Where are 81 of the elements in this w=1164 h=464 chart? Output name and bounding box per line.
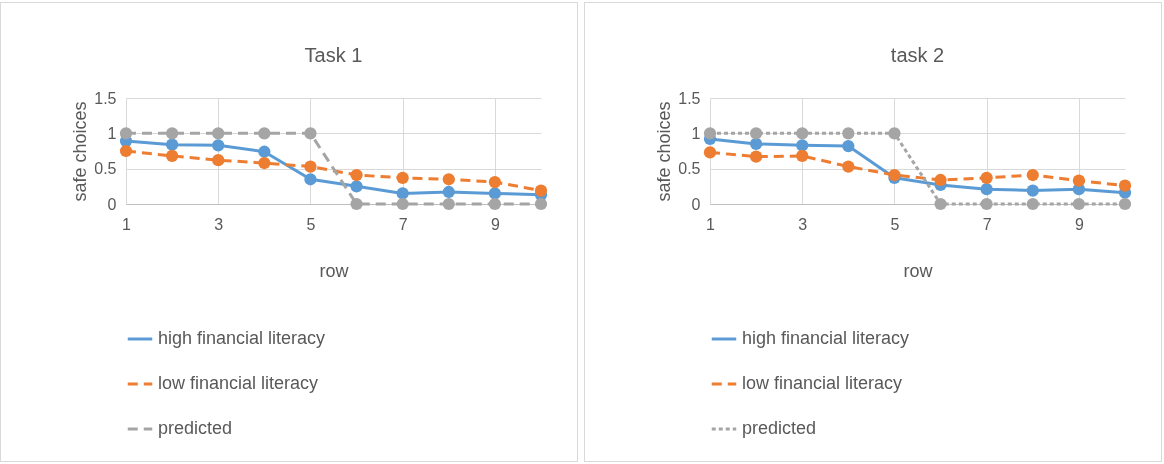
y-tick-label: 0.5: [94, 160, 117, 178]
point: [888, 127, 901, 140]
legend-label: predicted: [158, 418, 233, 438]
point: [488, 197, 502, 211]
y-tick-label: 0: [107, 195, 117, 213]
point: [396, 187, 409, 200]
point: [534, 197, 548, 211]
point: [1026, 168, 1039, 182]
y-tick-label: 0.5: [678, 160, 701, 178]
chart-title: task 2: [890, 44, 945, 66]
y-tick-label: 1.5: [94, 89, 117, 107]
point: [980, 197, 993, 211]
point: [442, 173, 455, 186]
y-axis-title: safe choices: [654, 101, 675, 202]
x-axis-title: row: [319, 260, 350, 281]
legend-label: predicted: [742, 418, 817, 438]
point: [703, 146, 717, 159]
legend-label: high financial literacy: [742, 328, 910, 348]
point: [1026, 197, 1039, 211]
point: [165, 127, 179, 140]
point: [934, 173, 947, 187]
point: [980, 183, 993, 196]
point: [304, 173, 317, 186]
legend-label: low financial literacy: [158, 373, 319, 393]
point: [212, 127, 225, 140]
point: [442, 185, 455, 199]
point: [212, 154, 225, 167]
point: [749, 137, 763, 151]
y-tick-label: 0: [691, 195, 701, 213]
x-tick-label: 3: [798, 215, 808, 233]
y-tick-label: 1: [107, 124, 117, 142]
y-tick-label: 1.5: [678, 89, 701, 107]
x-tick-label: 7: [982, 215, 992, 233]
x-tick-label: 1: [122, 215, 132, 233]
point: [350, 180, 363, 193]
x-axis-title: row: [903, 260, 934, 281]
point: [212, 139, 225, 152]
x-tick-label: 9: [1074, 215, 1084, 233]
point: [258, 127, 271, 140]
x-tick-label: 5: [306, 215, 316, 233]
x-tick-label: 7: [398, 215, 408, 233]
point: [1118, 197, 1132, 211]
x-tick-label: 9: [490, 215, 500, 233]
point: [749, 127, 763, 140]
x-tick-label: 5: [890, 215, 900, 233]
y-tick-label: 1: [691, 124, 701, 142]
point: [396, 197, 409, 211]
chart-title: Task 1: [304, 44, 363, 66]
point: [842, 139, 855, 153]
point: [304, 160, 317, 173]
point: [980, 171, 993, 184]
point: [119, 127, 133, 140]
point: [1026, 184, 1039, 197]
y-axis-title: safe choices: [70, 101, 91, 202]
point: [258, 145, 271, 158]
point: [165, 138, 179, 151]
point: [534, 184, 548, 197]
x-tick-label: 3: [214, 215, 224, 233]
legend-label: low financial literacy: [742, 373, 903, 393]
point: [1072, 174, 1086, 187]
point: [119, 144, 133, 158]
point: [796, 139, 809, 152]
point: [842, 160, 855, 173]
point: [304, 127, 317, 140]
point: [258, 156, 271, 170]
x-tick-label: 1: [706, 215, 716, 233]
legend-label: high financial literacy: [158, 328, 326, 348]
point: [1072, 197, 1086, 211]
point: [934, 197, 947, 211]
point: [165, 149, 179, 163]
point: [442, 197, 455, 211]
point: [350, 168, 363, 182]
point: [396, 171, 409, 184]
point: [703, 127, 717, 140]
point: [796, 149, 809, 163]
point: [796, 127, 809, 140]
point: [350, 197, 363, 211]
point: [749, 150, 763, 163]
point: [842, 127, 855, 140]
point: [488, 175, 502, 189]
point: [1118, 179, 1132, 192]
